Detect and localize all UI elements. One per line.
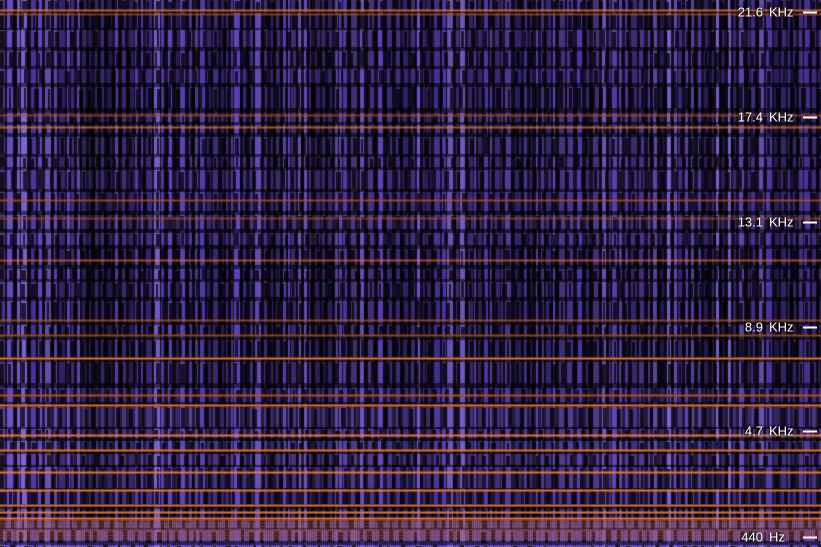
spectrogram-view: 21.6KHz17.4KHz13.1KHz8.9KHz4.7KHz440Hz bbox=[0, 0, 821, 547]
spectrogram-canvas-harmonic-lines bbox=[0, 0, 821, 547]
